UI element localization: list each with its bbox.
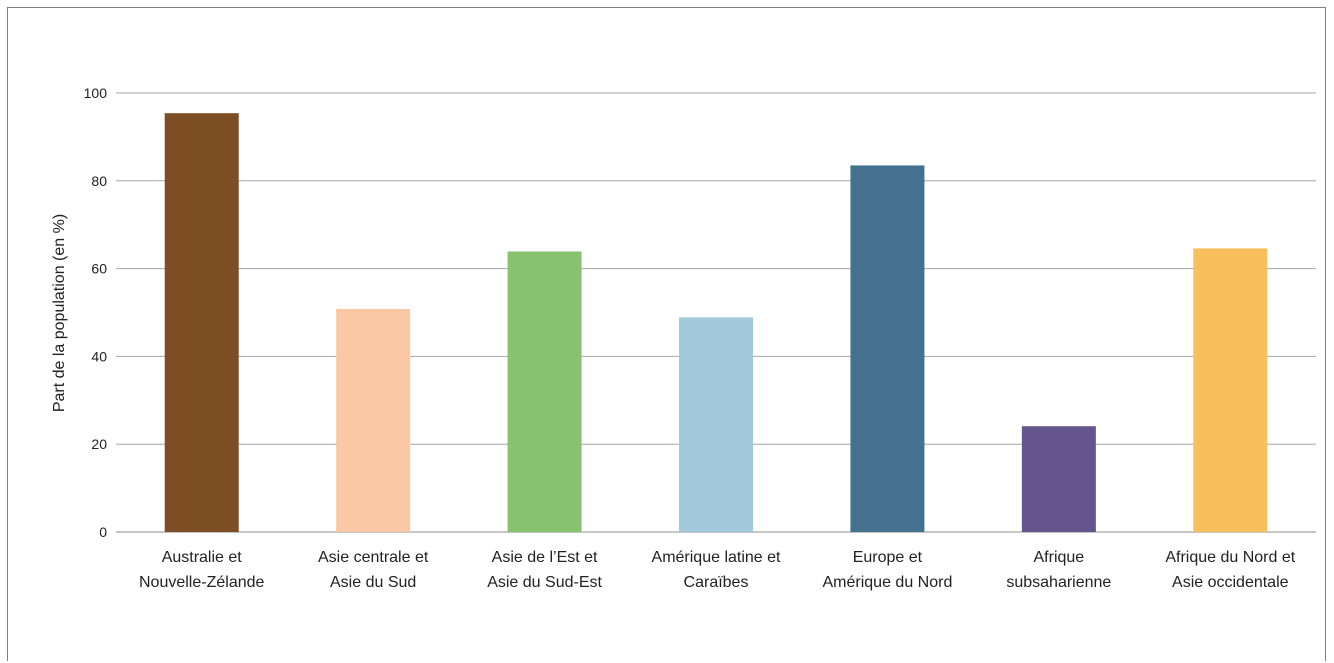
y-tick-label: 0 (99, 524, 107, 540)
category-label-line: Asie du Sud (330, 574, 416, 591)
category-label: Amérique latine et Caraïbes (652, 549, 782, 591)
category-label-line: Amérique du Nord (823, 574, 953, 591)
chart-frame (7, 7, 1326, 661)
bar (1021, 426, 1096, 532)
category-label-line: Afrique du Nord et (1165, 549, 1295, 566)
category-label-line: Asie de l’Est et (492, 549, 598, 566)
category-label: Asie de l’Est et Asie du Sud-Est (487, 549, 602, 591)
category-label-line: Australie et (162, 549, 243, 566)
category-label: Afrique du Nord et Asie occidentale (1165, 549, 1295, 591)
category-labels: Australie et Nouvelle-Zélande Asie central… (139, 549, 1296, 591)
category-label-line: Asie occidentale (1172, 574, 1289, 591)
bar (850, 165, 925, 532)
bar (164, 113, 239, 532)
category-label-line: Amérique latine et (652, 549, 782, 566)
category-label: Afrique subsaharienne (1006, 549, 1111, 591)
category-label-line: Europe et (853, 549, 923, 566)
category-label: Australie et Nouvelle-Zélande (139, 549, 265, 591)
bars (164, 113, 1268, 532)
category-label: Europe et Amérique du Nord (823, 549, 953, 591)
y-tick-label: 20 (91, 436, 107, 452)
y-tick-labels: 0 20 40 60 80 100 (84, 85, 108, 540)
category-label-line: Afrique (1034, 549, 1085, 566)
y-axis-title: Part de la population (en %) (51, 214, 68, 412)
category-label: Asie centrale et Asie du Sud (318, 549, 429, 591)
category-label-line: Caraïbes (684, 574, 749, 591)
y-tick-label: 60 (91, 261, 107, 277)
y-tick-label: 40 (91, 348, 107, 364)
category-label-line: Nouvelle-Zélande (139, 574, 265, 591)
bar (679, 317, 753, 532)
bar (507, 251, 582, 532)
category-label-line: Asie centrale et (318, 549, 429, 566)
bar (336, 308, 411, 532)
y-tick-label: 80 (91, 173, 107, 189)
bar (1193, 248, 1268, 532)
category-label-line: subsaharienne (1006, 574, 1111, 591)
y-tick-label: 100 (84, 85, 108, 101)
category-label-line: Asie du Sud-Est (487, 574, 602, 591)
